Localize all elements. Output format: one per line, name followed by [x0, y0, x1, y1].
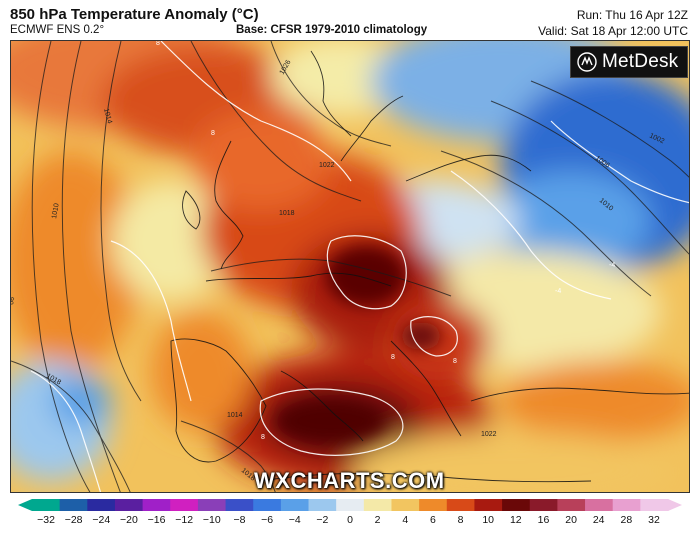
- colorbar-segment: [114, 499, 144, 511]
- isobar-label: 1014: [102, 108, 113, 125]
- colorbar-segment: [225, 499, 254, 511]
- anomaly-map: 1026 1014 1022 1018 1010 1002 1006 1010 …: [10, 40, 690, 493]
- colorbar-segment: [253, 499, 282, 511]
- colorbar-tick-label: 10: [482, 514, 495, 526]
- isobars: [11, 41, 689, 492]
- anomaly-contours: [30, 41, 689, 492]
- anomaly-label: 8: [156, 41, 160, 47]
- colorbar-segment: [502, 499, 531, 511]
- colorbar-tick-label: −12: [175, 514, 194, 526]
- colorbar-tick-label: 4: [402, 514, 409, 526]
- colorbar-tick-label: 12: [509, 514, 522, 526]
- colorbar-tick-label: 28: [620, 514, 633, 526]
- colorbar-tick-label: 6: [429, 514, 436, 526]
- colorbar-segment: [363, 499, 393, 511]
- chart-header: 850 hPa Temperature Anomaly (°C) ECMWF E…: [0, 0, 700, 40]
- anomaly-hotspots: [276, 246, 441, 443]
- colorbar-segment: [280, 499, 310, 511]
- colorbar-segment: [446, 499, 476, 511]
- map-canvas: 1026 1014 1022 1018 1010 1002 1006 1010 …: [11, 41, 689, 492]
- colorbar-tick-label: 8: [457, 514, 464, 526]
- colorbar-tick-label: 2: [374, 514, 381, 526]
- colorbar-segment: [308, 499, 337, 511]
- colorbar-tick-label: −20: [119, 514, 138, 526]
- metdesk-logo-icon: [577, 52, 597, 72]
- colorbar-segment: [170, 499, 199, 511]
- model-label: ECMWF ENS 0.2°: [10, 24, 105, 36]
- metdesk-logo-text: MetDesk: [602, 51, 679, 72]
- colorbar-max-arrow: [668, 499, 682, 511]
- colorbar-tick-label: 16: [537, 514, 550, 526]
- isobar-label: 06: [11, 296, 16, 305]
- colorbar-segments: [32, 499, 669, 511]
- colorbar-tick-label: −4: [288, 514, 301, 526]
- colorbar-segment: [336, 499, 365, 511]
- colorbar-tick-label: −2: [316, 514, 329, 526]
- isobar-label: 1022: [481, 431, 497, 438]
- anomaly-label: -4: [555, 288, 561, 295]
- colorbar-segment: [640, 499, 669, 511]
- colorbar-segment: [557, 499, 586, 511]
- colorbar-segment: [585, 499, 614, 511]
- anomaly-label: -4: [609, 262, 615, 269]
- base-climatology-label: Base: CFSR 1979-2010 climatology: [236, 24, 428, 36]
- colorbar-segment: [529, 499, 558, 511]
- colorbar-segment: [419, 499, 448, 511]
- colorbar-tick-label: −16: [147, 514, 166, 526]
- anomaly-label: 8: [211, 130, 215, 137]
- colorbar-tick-label: −8: [233, 514, 246, 526]
- run-time-label: Run: Thu 16 Apr 12Z: [576, 8, 688, 22]
- isobar-label: 1010: [51, 203, 61, 220]
- colorbar-segment: [142, 499, 171, 511]
- colorbar-segment: [87, 499, 116, 511]
- colorbar-tick-label: −10: [202, 514, 221, 526]
- colorbar-segment: [32, 499, 61, 511]
- wxcharts-watermark: WXCHARTS.COM: [254, 468, 445, 493]
- isobar-label: 1014: [227, 412, 243, 419]
- anomaly-label: 8: [261, 434, 265, 441]
- colorbar: [18, 499, 682, 511]
- colorbar-tick-label: 32: [648, 514, 660, 526]
- anomaly-label: 8: [453, 358, 457, 365]
- colorbar-tick-label: −32: [37, 514, 55, 526]
- colorbar-tick-label: −24: [92, 514, 111, 526]
- colorbar-ticks: −32 −28 −24 −20 −16 −12 −10 −8 −6 −4 −2 0 2 4 6 8 10 12 16…: [0, 514, 700, 530]
- colorbar-tick-label: 20: [565, 514, 577, 526]
- valid-time-label: Valid: Sat 18 Apr 12:00 UTC: [538, 24, 688, 38]
- isobar-label: 1018: [279, 210, 295, 217]
- colorbar-tick-label: −28: [64, 514, 83, 526]
- colorbar-tick-label: −6: [261, 514, 274, 526]
- colorbar-segment: [474, 499, 503, 511]
- colorbar-tick-label: 0: [347, 514, 353, 526]
- colorbar-segment: [612, 499, 641, 511]
- colorbar-min-arrow: [18, 499, 32, 511]
- chart-title: 850 hPa Temperature Anomaly (°C): [10, 6, 259, 23]
- metdesk-logo: MetDesk: [570, 46, 688, 78]
- colorbar-tick-label: 24: [592, 514, 605, 526]
- colorbar-segment: [197, 499, 227, 511]
- colorbar-segment: [391, 499, 420, 511]
- anomaly-labels: 8 8 8 8 8 -4 -4: [156, 41, 615, 441]
- coastlines: [170, 50, 689, 483]
- anomaly-label: 8: [391, 354, 395, 361]
- colorbar-segment: [59, 499, 88, 511]
- isobar-label: 1022: [319, 162, 335, 169]
